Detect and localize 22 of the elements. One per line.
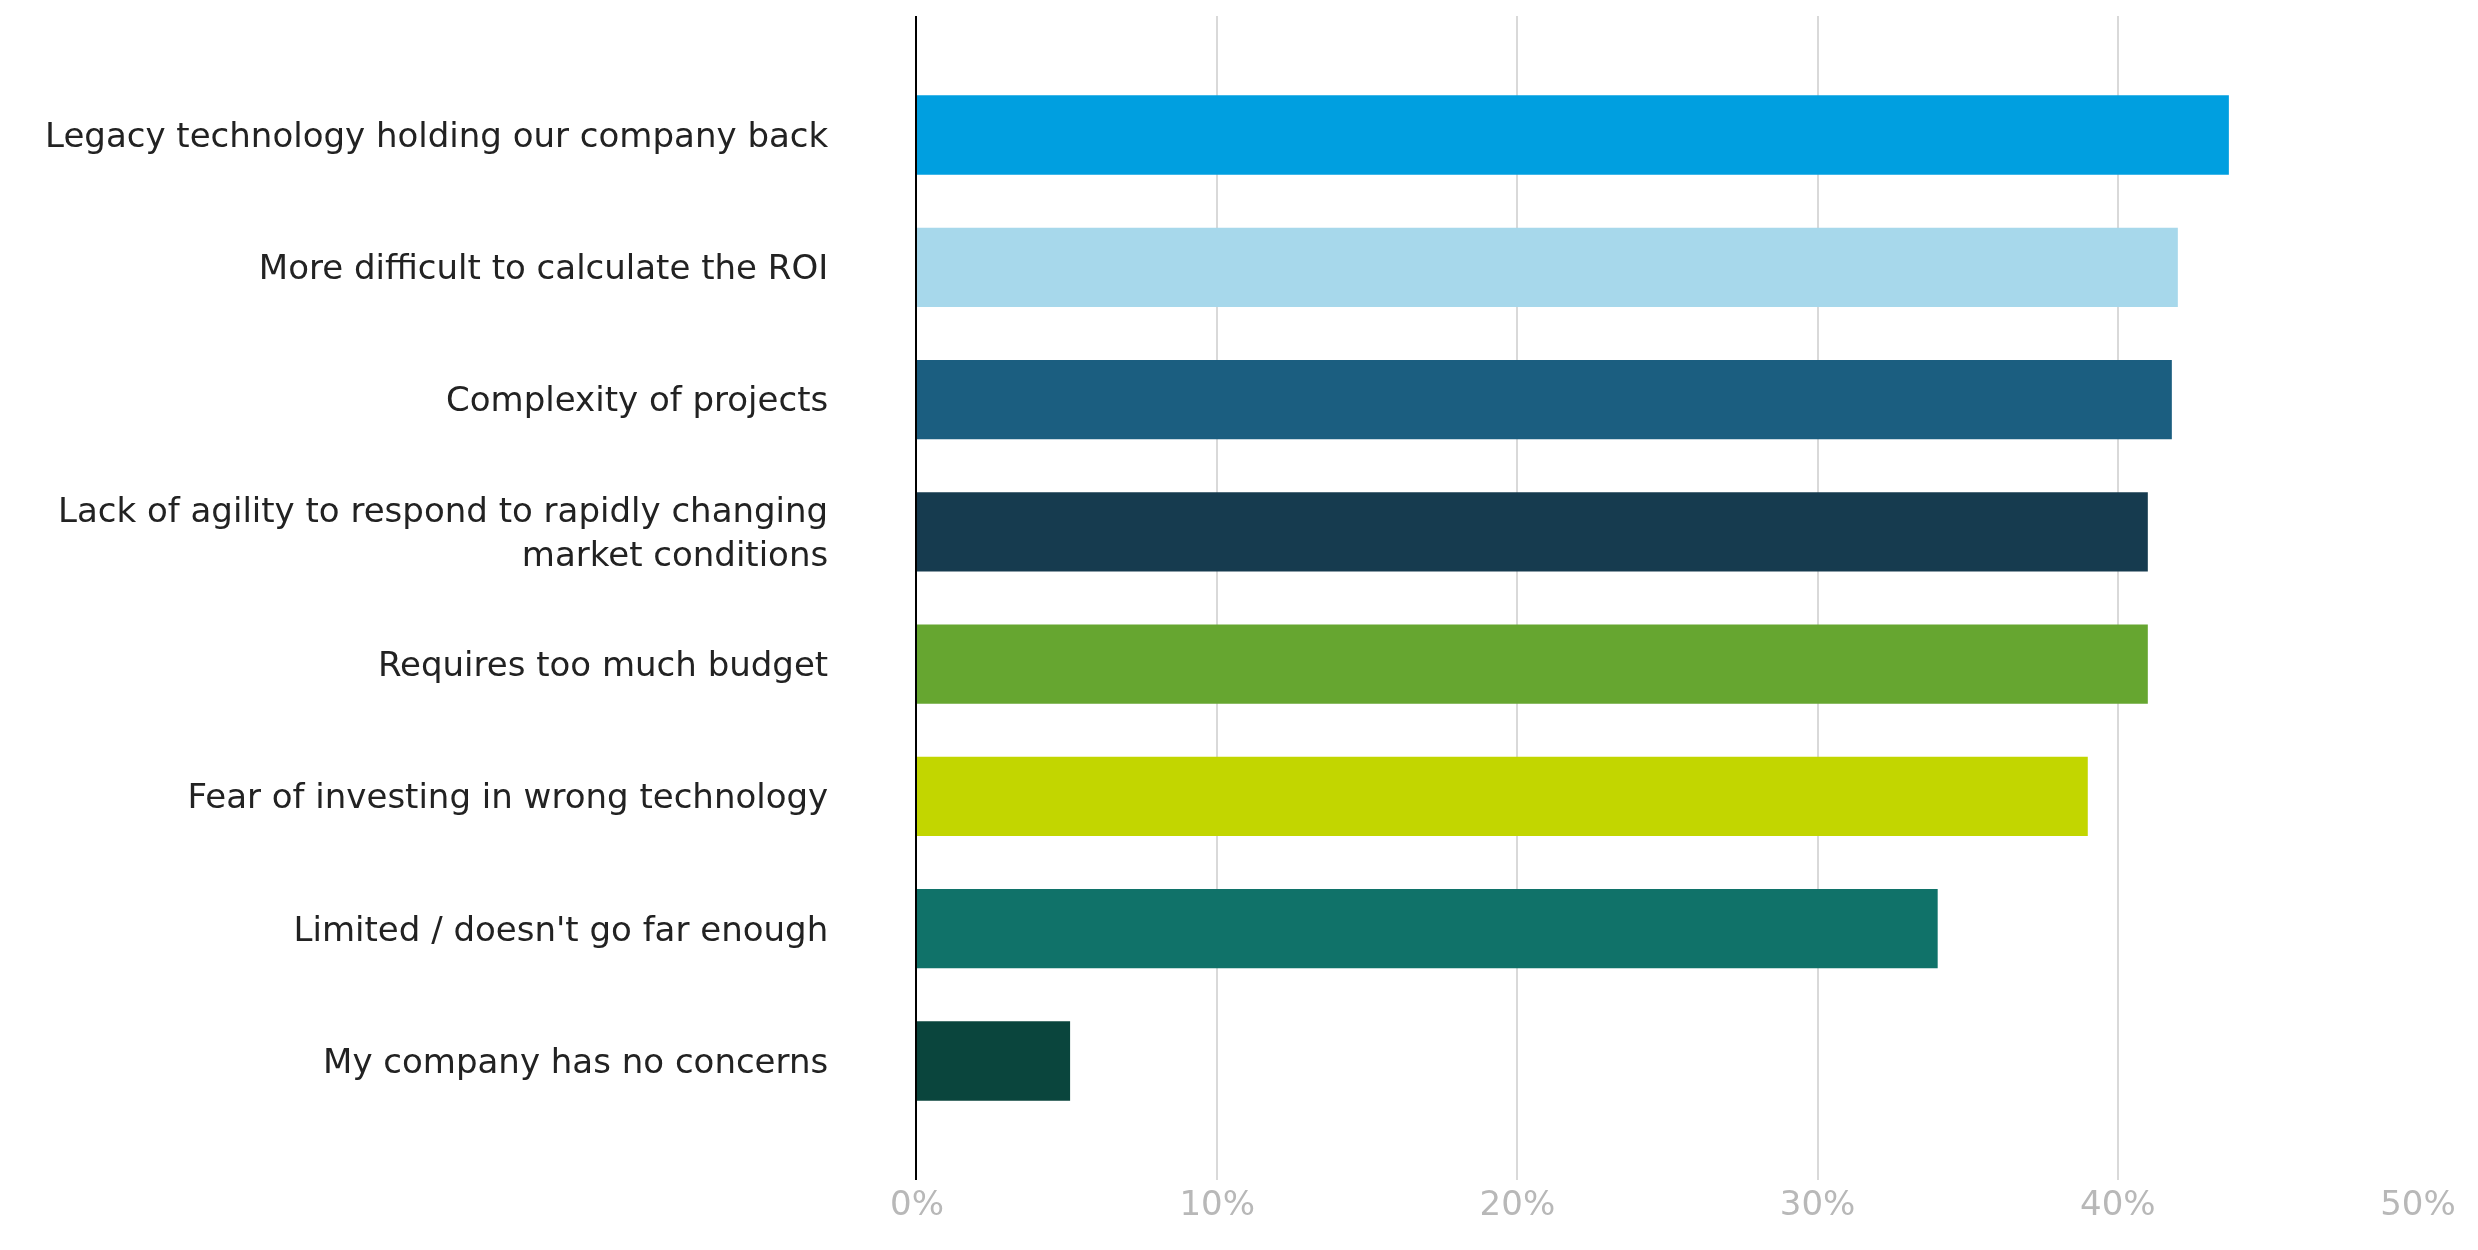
x-tick-label: 50% bbox=[2380, 1183, 2456, 1223]
x-tick-label: 10% bbox=[1179, 1183, 1255, 1223]
y-tick-label: More difficult to calculate the ROI bbox=[258, 247, 829, 288]
y-tick-label: Legacy technology holding our company back bbox=[45, 114, 829, 155]
y-tick-label: Limited / doesn't go far enough bbox=[293, 908, 829, 949]
x-tick-label: 40% bbox=[2080, 1183, 2156, 1223]
bar bbox=[917, 227, 2178, 307]
bar bbox=[917, 492, 2148, 572]
bar bbox=[917, 624, 2148, 704]
y-tick-label: Lack of agility to respond to rapidly changing market conditions bbox=[57, 489, 829, 574]
y-tick-label: My company has no concerns bbox=[323, 1040, 829, 1081]
bar bbox=[917, 889, 1938, 969]
y-tick-label: Requires too much budget bbox=[377, 644, 829, 685]
x-tick-label: 20% bbox=[1479, 1183, 1556, 1223]
x-tick-label: 0% bbox=[890, 1183, 944, 1223]
y-tick-label: Fear of investing in wrong technology bbox=[187, 776, 829, 817]
bar bbox=[917, 756, 2088, 837]
bar bbox=[917, 359, 2172, 440]
bar bbox=[917, 1021, 1071, 1101]
x-tick-label: 30% bbox=[1779, 1183, 1856, 1223]
bar bbox=[917, 95, 2229, 175]
y-tick-label: Complexity of projects bbox=[446, 379, 829, 420]
